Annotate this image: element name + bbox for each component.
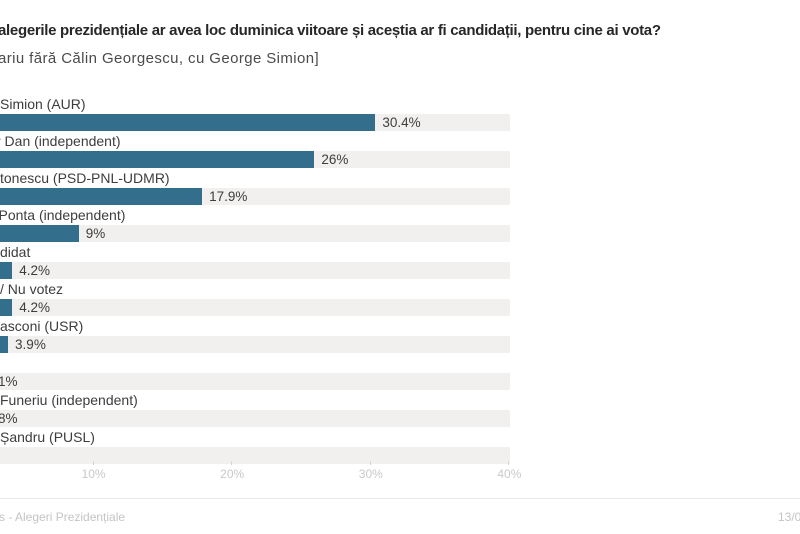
x-axis-tick-mark	[92, 461, 94, 465]
candidate-label: / Nu votez	[0, 281, 64, 297]
candidate-label: Simion (AUR)	[0, 96, 86, 112]
bar-track: 9%	[0, 225, 510, 242]
footer-date: 13/0	[778, 510, 800, 524]
bar-track: 4.2%	[0, 299, 510, 316]
bar-track: 8%	[0, 410, 510, 427]
bar	[0, 151, 315, 168]
value-label: 3.9%	[15, 337, 46, 352]
candidate-label: Șandru (PUSL)	[0, 429, 95, 445]
value-label: 9%	[85, 226, 106, 241]
value-label: 1%	[0, 374, 18, 389]
x-axis-tick-mark	[231, 461, 233, 465]
value-label: 4.2%	[19, 300, 50, 315]
candidate-label: asconi (USR)	[0, 318, 84, 334]
x-axis-tick-mark	[508, 461, 510, 465]
x-axis-tick-mark	[369, 461, 371, 465]
candidate-label: Ponta (independent)	[0, 207, 126, 223]
bar-track: 4.2%	[0, 262, 510, 279]
bar-track	[0, 447, 510, 464]
bar	[0, 336, 9, 353]
bar-track: 17.9%	[0, 188, 510, 205]
x-axis-tick-label: 10%	[81, 467, 106, 481]
bar	[0, 299, 13, 316]
candidate-label: tonescu (PSD-PNL-UDMR)	[0, 170, 170, 186]
bar	[0, 262, 13, 279]
footer-divider	[0, 498, 800, 499]
value-label: 4.2%	[19, 263, 50, 278]
bar-track: 1%	[0, 373, 510, 390]
bar-track: 26%	[0, 151, 510, 168]
chart-subtitle: ariu fără Călin Georgescu, cu George Sim…	[0, 50, 320, 67]
x-axis-tick-label: 30%	[358, 467, 383, 481]
bar-track: 30.4%	[0, 114, 510, 131]
candidate-label: r Dan (independent)	[0, 133, 121, 149]
x-axis-tick-label: 20%	[220, 467, 245, 481]
candidate-label: Funeriu (independent)	[0, 392, 138, 408]
value-label: 30.4%	[382, 115, 421, 130]
bar	[0, 188, 203, 205]
value-label: 8%	[0, 411, 18, 426]
bar-track: 3.9%	[0, 336, 510, 353]
candidate-label: didat	[0, 244, 31, 260]
bar	[0, 225, 79, 242]
bar	[0, 114, 376, 131]
value-label: 17.9%	[209, 189, 248, 204]
value-label: 26%	[321, 152, 349, 167]
x-axis-tick-label: 40%	[497, 467, 522, 481]
footer-source: s - Alegeri Prezidențiale	[0, 510, 126, 524]
chart-title: alegerile prezidențiale ar avea loc dumi…	[0, 22, 661, 39]
